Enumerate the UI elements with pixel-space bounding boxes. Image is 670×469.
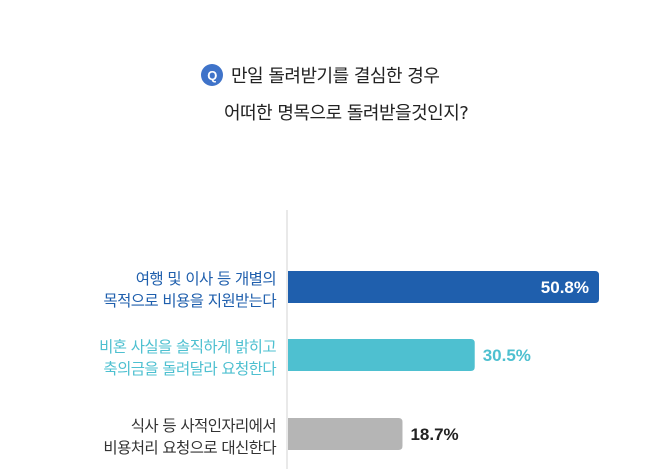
question-text-line-2: 어떠한 명목으로 돌려받을것인지? xyxy=(224,103,469,124)
bar-2 xyxy=(288,339,475,371)
category-label-2-line-1: 비혼 사실을 솔직하게 밝히고 xyxy=(99,338,276,356)
question-line-1: Q 만일 돌려받기를 결심한 경우 xyxy=(201,60,440,90)
bar-1 xyxy=(288,271,599,303)
value-label-2: 30.5% xyxy=(483,346,531,365)
category-label-2-line-2: 축의금을 돌려달라 요청한다 xyxy=(103,360,276,378)
category-label-3-line-2: 비용처리 요청으로 대신한다 xyxy=(103,439,276,457)
category-label-1-line-1: 여행 및 이사 등 개별의 xyxy=(136,270,276,288)
question-text-line-1: 만일 돌려받기를 결심한 경우 xyxy=(231,66,440,87)
value-label-3: 18.7% xyxy=(410,425,458,444)
value-label-1: 50.8% xyxy=(541,278,589,297)
category-label-3-line-1: 식사 등 사적인자리에서 xyxy=(131,417,276,435)
category-label-1-line-2: 목적으로 비용을 지원받는다 xyxy=(103,292,276,310)
bar-3 xyxy=(288,418,403,450)
question-badge-icon: Q xyxy=(201,64,223,86)
question-line-2: 어떠한 명목으로 돌려받을것인지? xyxy=(224,97,469,127)
